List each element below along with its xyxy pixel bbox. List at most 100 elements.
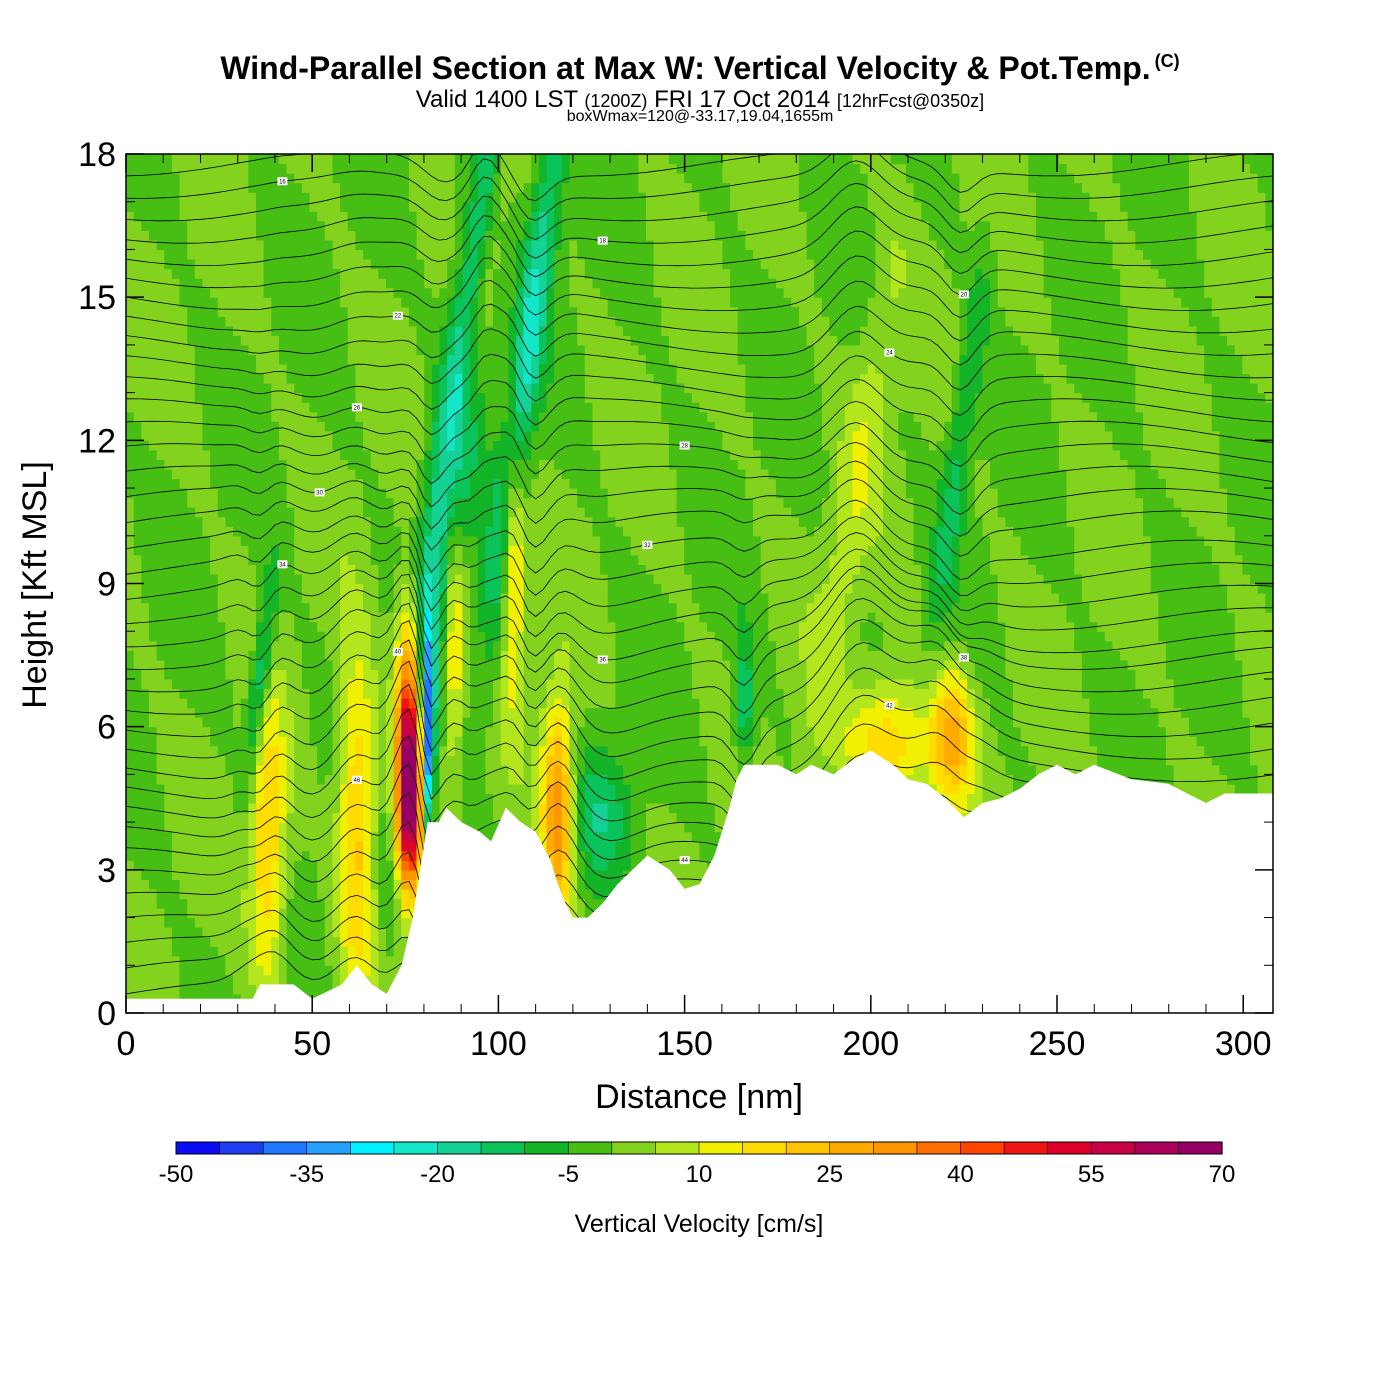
w-cell xyxy=(164,468,173,480)
w-cell xyxy=(363,927,372,938)
w-cell xyxy=(447,497,456,508)
w-cell xyxy=(363,335,372,346)
w-cell xyxy=(171,612,181,623)
w-cell xyxy=(248,793,257,804)
w-cell xyxy=(523,526,532,537)
w-cell xyxy=(309,545,318,556)
w-cell xyxy=(416,335,425,346)
w-cell xyxy=(187,974,196,985)
w-cell xyxy=(538,803,548,814)
w-cell xyxy=(515,258,525,270)
w-cell xyxy=(240,449,249,461)
w-cell xyxy=(210,783,219,795)
w-cell xyxy=(164,239,173,251)
w-cell xyxy=(431,488,441,499)
w-cell xyxy=(500,783,509,795)
w-cell xyxy=(462,287,471,298)
w-cell xyxy=(255,955,265,966)
w-cell xyxy=(515,640,525,651)
w-cell xyxy=(202,717,211,728)
w-cell xyxy=(340,612,349,623)
w-cell xyxy=(401,774,410,785)
w-cell xyxy=(164,526,173,537)
w-cell xyxy=(248,774,257,785)
w-cell xyxy=(171,258,181,270)
w-cell xyxy=(141,297,150,308)
w-cell xyxy=(126,554,135,566)
w-cell xyxy=(240,717,249,728)
w-cell xyxy=(301,822,311,833)
w-cell xyxy=(523,507,532,518)
w-cell xyxy=(294,373,303,384)
w-cell xyxy=(454,421,464,432)
w-cell xyxy=(340,927,349,938)
w-cell xyxy=(301,564,311,575)
w-cell xyxy=(332,659,341,670)
w-cell xyxy=(240,698,249,709)
w-cell xyxy=(210,211,219,222)
w-cell xyxy=(393,822,402,833)
w-cell xyxy=(255,879,265,890)
w-cell xyxy=(263,659,272,670)
w-cell xyxy=(141,468,150,480)
w-cell xyxy=(202,583,211,594)
w-cell xyxy=(156,593,165,604)
w-cell xyxy=(340,211,349,222)
w-cell xyxy=(156,173,165,184)
w-cell xyxy=(126,449,135,461)
w-cell xyxy=(401,516,410,527)
w-cell xyxy=(370,688,379,699)
w-cell xyxy=(340,373,349,384)
w-cell xyxy=(225,917,234,928)
w-cell xyxy=(317,173,326,184)
w-cell xyxy=(126,344,135,356)
w-cell xyxy=(347,192,356,203)
w-cell xyxy=(194,468,204,480)
w-cell xyxy=(317,297,326,308)
w-cell xyxy=(363,803,372,814)
w-cell xyxy=(202,201,211,212)
w-cell xyxy=(370,163,379,174)
w-cell xyxy=(194,430,204,441)
w-cell xyxy=(148,363,158,375)
w-cell xyxy=(233,459,242,470)
w-cell xyxy=(363,736,372,747)
w-cell xyxy=(340,526,349,537)
w-cell xyxy=(179,507,188,518)
w-cell xyxy=(508,258,517,270)
w-cell xyxy=(477,402,486,413)
w-cell xyxy=(171,888,181,900)
w-cell xyxy=(447,583,456,594)
w-cell xyxy=(401,220,410,231)
w-cell xyxy=(255,325,265,336)
w-cell xyxy=(431,325,441,336)
w-cell xyxy=(286,373,295,384)
w-cell xyxy=(385,659,395,670)
w-cell xyxy=(255,564,265,575)
w-cell xyxy=(278,440,288,451)
w-cell xyxy=(370,564,379,575)
w-cell xyxy=(485,383,494,394)
w-cell xyxy=(171,306,181,317)
w-cell xyxy=(202,650,211,661)
w-cell xyxy=(263,268,272,279)
w-cell xyxy=(431,812,441,823)
w-cell xyxy=(324,764,334,775)
w-cell xyxy=(340,278,349,289)
w-cell xyxy=(217,631,227,642)
w-cell xyxy=(363,392,372,403)
w-cell xyxy=(462,211,471,222)
w-cell xyxy=(294,287,303,298)
w-cell xyxy=(355,707,364,718)
w-cell xyxy=(363,812,372,823)
w-cell xyxy=(148,955,158,966)
w-cell xyxy=(278,822,288,833)
w-cell xyxy=(255,631,265,642)
w-cell xyxy=(454,812,464,823)
w-cell xyxy=(401,192,410,203)
w-cell xyxy=(485,344,494,356)
w-cell xyxy=(278,659,288,670)
w-cell xyxy=(538,583,548,594)
w-cell xyxy=(470,545,479,556)
w-cell xyxy=(248,344,257,356)
